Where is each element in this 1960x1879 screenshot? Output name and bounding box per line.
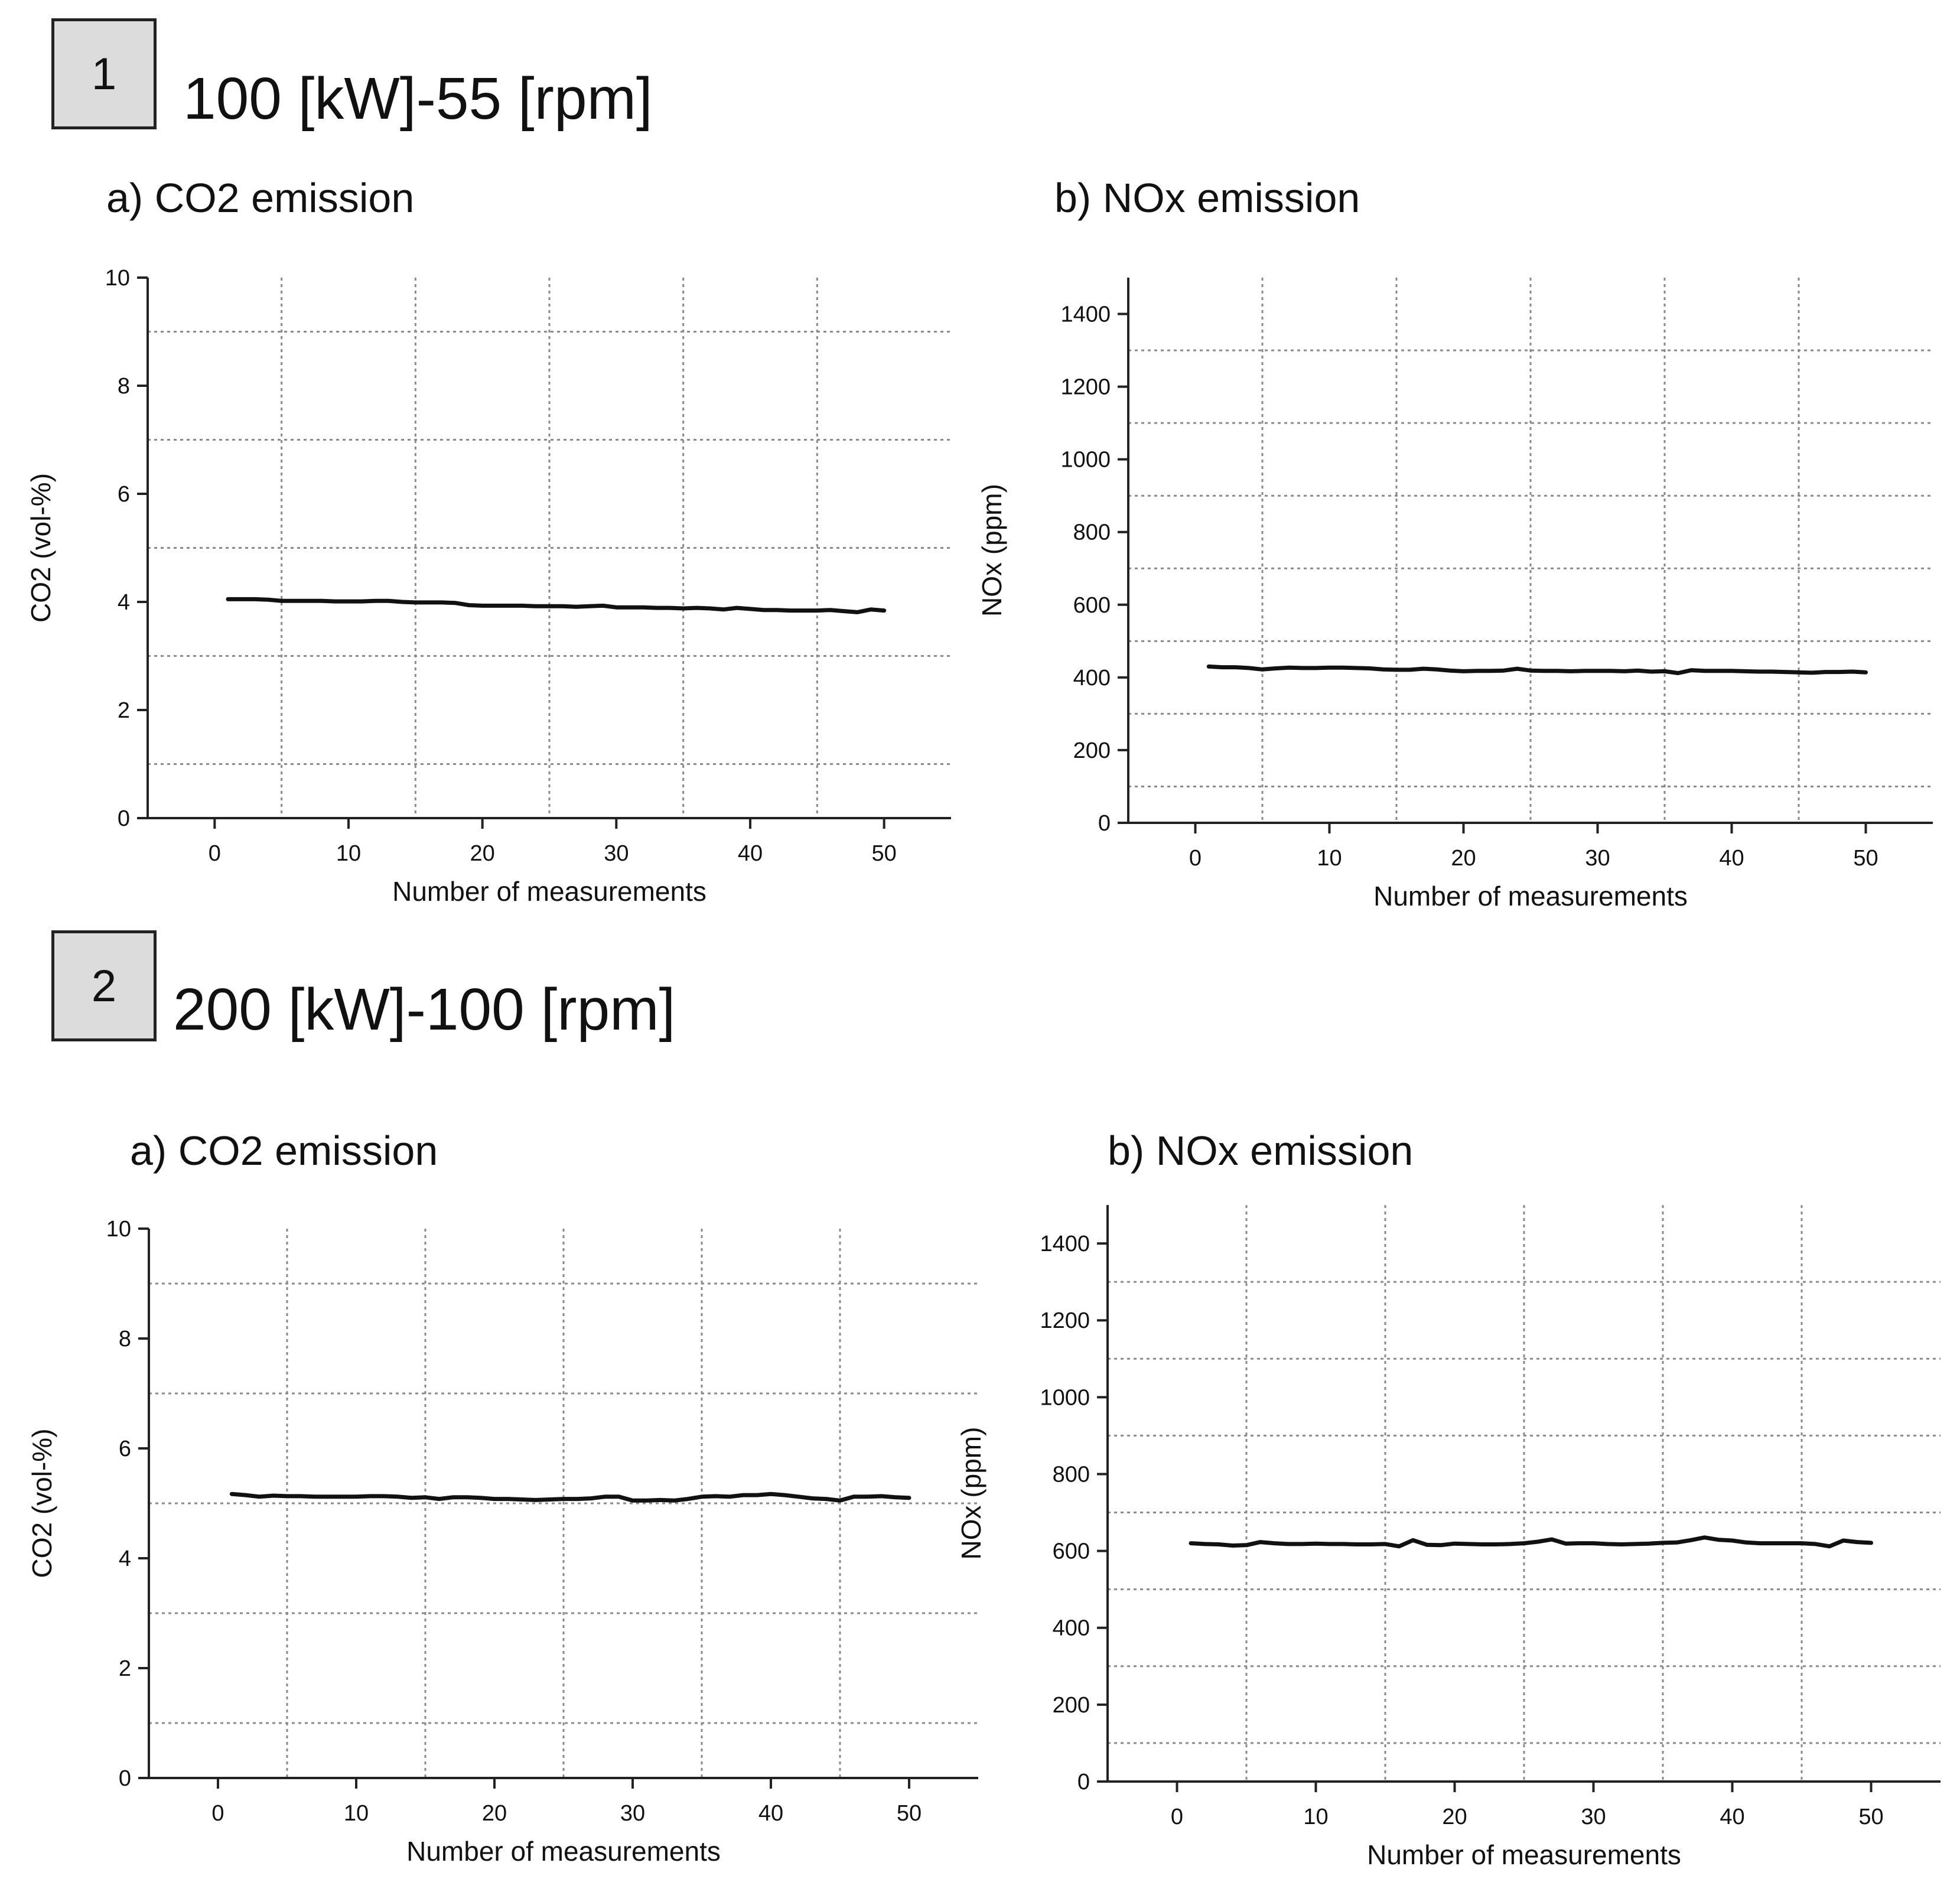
case-1-title: 100 [kW]-55 [rpm] [183, 66, 653, 132]
series-line-co2 [226, 597, 887, 614]
case-1-badge: 1 [51, 18, 157, 129]
y-tick-label: 2 [118, 698, 130, 723]
x-tick-label: 0 [209, 841, 221, 866]
y-tick-label: 10 [105, 266, 130, 291]
y-tick-label: 8 [118, 374, 130, 399]
case-number: 1 [91, 48, 117, 99]
grid-lines [148, 278, 951, 818]
x-tick-label: 10 [336, 841, 361, 866]
x-tick-label: 20 [470, 841, 495, 866]
panel-title-case2-nox: b) NOx emission [1108, 1128, 1414, 1174]
x-tick-label: 50 [872, 841, 897, 866]
case-number: 2 [91, 960, 117, 1011]
case-2-title: 200 [kW]-100 [rpm] [173, 976, 676, 1043]
x-axis-label: Number of measurements [392, 876, 706, 907]
panel-title-case1-nox: b) NOx emission [1054, 175, 1360, 221]
y-tick-label: 6 [118, 482, 130, 507]
y-tick-label: 0 [118, 806, 130, 831]
panel-title-case1-co2: a) CO2 emission [106, 175, 415, 221]
x-tick-label: 30 [604, 841, 629, 866]
x-tick-label: 40 [738, 841, 763, 866]
panel-title-case2-co2: a) CO2 emission [130, 1128, 438, 1174]
y-tick-label: 4 [118, 590, 130, 615]
y-axis-label: CO2 (vol-%) [25, 473, 56, 623]
case-2-badge: 2 [51, 930, 157, 1041]
